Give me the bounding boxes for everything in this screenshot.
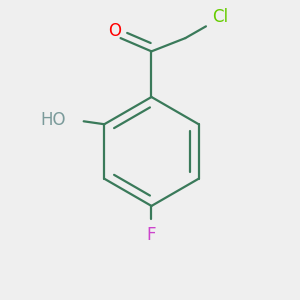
Text: HO: HO: [40, 111, 66, 129]
Text: Cl: Cl: [212, 8, 228, 26]
Text: F: F: [147, 226, 156, 244]
Text: O: O: [108, 22, 121, 40]
